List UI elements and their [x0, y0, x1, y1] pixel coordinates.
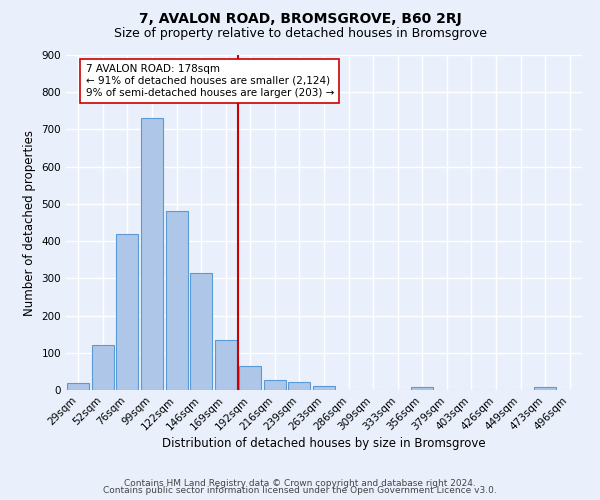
Bar: [215, 340, 237, 390]
Bar: [313, 386, 335, 390]
Text: 7, AVALON ROAD, BROMSGROVE, B60 2RJ: 7, AVALON ROAD, BROMSGROVE, B60 2RJ: [139, 12, 461, 26]
Bar: [190, 273, 212, 390]
Bar: [264, 380, 286, 390]
Bar: [166, 212, 188, 390]
Bar: [289, 382, 310, 390]
Bar: [141, 118, 163, 390]
Text: Contains HM Land Registry data © Crown copyright and database right 2024.: Contains HM Land Registry data © Crown c…: [124, 478, 476, 488]
Bar: [92, 344, 114, 390]
X-axis label: Distribution of detached houses by size in Bromsgrove: Distribution of detached houses by size …: [162, 438, 486, 450]
Bar: [239, 366, 262, 390]
Bar: [116, 234, 139, 390]
Y-axis label: Number of detached properties: Number of detached properties: [23, 130, 36, 316]
Bar: [67, 382, 89, 390]
Text: 7 AVALON ROAD: 178sqm
← 91% of detached houses are smaller (2,124)
9% of semi-de: 7 AVALON ROAD: 178sqm ← 91% of detached …: [86, 64, 334, 98]
Bar: [534, 387, 556, 390]
Text: Size of property relative to detached houses in Bromsgrove: Size of property relative to detached ho…: [113, 28, 487, 40]
Text: Contains public sector information licensed under the Open Government Licence v3: Contains public sector information licen…: [103, 486, 497, 495]
Bar: [411, 387, 433, 390]
